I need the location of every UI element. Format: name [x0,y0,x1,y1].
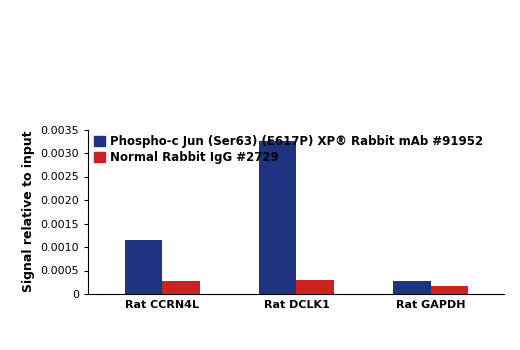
Bar [162,281,200,294]
Bar [125,240,162,294]
Bar [259,141,296,294]
Y-axis label: Signal relative to input: Signal relative to input [22,131,35,293]
Legend: Phospho-c Jun (Ser63) (E617P) XP® Rabbit mAb #91952, Normal Rabbit IgG #2729: Phospho-c Jun (Ser63) (E617P) XP® Rabbit… [94,135,483,164]
Bar [431,286,468,294]
Bar [296,280,334,294]
Bar [393,281,431,294]
